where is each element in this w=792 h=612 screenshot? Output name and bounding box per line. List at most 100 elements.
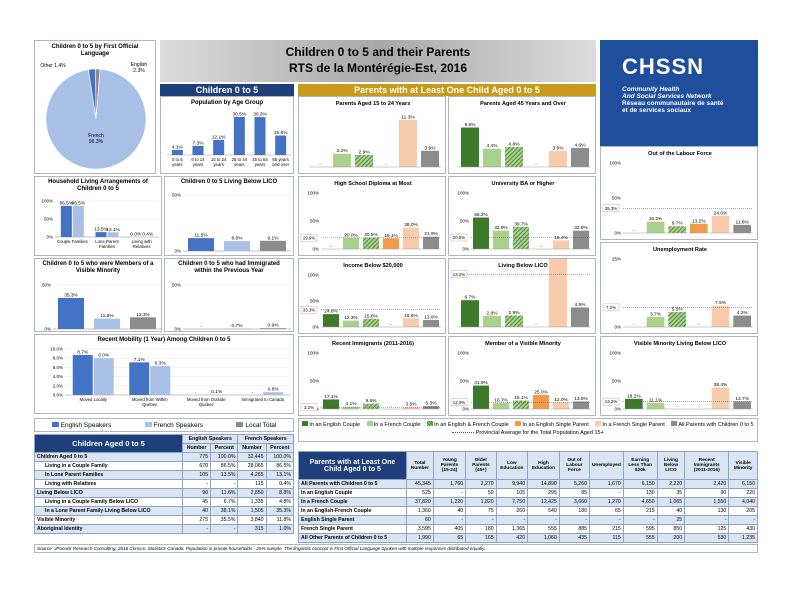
table-cell: 32,445 (237, 452, 267, 462)
children-table-group-1: French Speakers (237, 434, 294, 444)
parents-chart-10: Visible Minority Living Below LICO 0% 50% 1… (602, 341, 753, 412)
parents-data-label: 13.7% (735, 396, 749, 402)
parents-data-label: 2.8% (487, 310, 499, 316)
minority-data-label: 13.3% (136, 312, 150, 318)
parents-data-label: 11.6% (736, 219, 750, 225)
mobility-xtick: Immigrated to Canada (241, 397, 284, 402)
table-cell: 205 (728, 506, 758, 516)
parents-chart-6: Living Below LICO6.7%2.8%2.9%-23.6%4.9%1… (450, 227, 591, 328)
parents-data-label: - (535, 163, 537, 168)
lico-ytick: 0% (174, 249, 181, 254)
table-cell: 180 (558, 506, 590, 516)
mobility-ytick: 6.0% (53, 365, 63, 370)
living-xtick: Lone Parent (95, 239, 119, 244)
age-xtick: years (255, 162, 266, 167)
parents-bar (573, 230, 589, 249)
title-banner: Children 0 to 5 and their Parents RTS de… (160, 40, 596, 82)
table-cell: 1,670 (588, 479, 624, 489)
table-cell: 215 (622, 506, 658, 516)
living-xtick: Living with (132, 239, 153, 244)
table-cell: 100.0% (265, 452, 295, 462)
parents-chart-1: Parents Aged 45 Years and Over 9.5% 4.4% 4.… (459, 101, 591, 168)
parents-data-label: 16.6% (404, 313, 418, 319)
mobility-data-label: 7.1% (134, 357, 146, 363)
table-row: In Lone Parent Families 105 13.5% 4,265 13.1… (34, 470, 295, 480)
table-cell: 1,220 (432, 497, 467, 507)
table-cell: 60 (406, 515, 434, 525)
table-cell: - (432, 488, 467, 498)
age-xtick: 65 years (272, 157, 288, 162)
avg-badge (300, 403, 318, 411)
avg-badge (450, 270, 468, 278)
table-cell: 1,360 (406, 506, 434, 516)
parents-bar (505, 315, 523, 327)
table-row-label: English Single Parent (298, 515, 407, 525)
table-cell: 4,265 (237, 470, 267, 480)
parents-data-label: 12.0% (554, 397, 568, 403)
pie-slice-other (95, 68, 101, 120)
table-row: In a Lone Parent Family Living Below LIC… (34, 506, 295, 516)
parents-bar (399, 120, 417, 167)
table-row: Visible Minority 275 35.5% 3,840 11.8% (34, 515, 295, 525)
living-data-label: 13.1% (106, 227, 120, 233)
table-row-label: Visible Minority (34, 515, 183, 525)
table-cell: 595 (622, 524, 658, 534)
mobility-chart-title: Recent Mobility (1 Year) Among Children … (97, 337, 231, 343)
age-xtick: 45 to 64 (252, 157, 268, 162)
parents-bar (571, 147, 589, 167)
table-cell: 555 (527, 524, 560, 534)
parents-chart-0-panel: Parents Aged 15 to 24 Years - 3.2% 2.9% - 11.… (298, 96, 446, 174)
table-cell: 86.5% (265, 461, 295, 471)
parents-chart-title: Living Below LICO (498, 263, 548, 269)
mobility-data-label: 0.6% (268, 387, 280, 393)
parents-data-label: 4.9% (575, 302, 587, 308)
table-cell: 6,150 (728, 479, 758, 489)
minority-bar (130, 317, 156, 329)
parents-chart-4-panel: Out of the Labour Force 0% 50% 100% - 16.2% 9.… (600, 146, 758, 240)
table-cell: 1,235 (728, 533, 758, 543)
table-cell: 25 (656, 515, 686, 525)
table-cell: 86.5% (210, 461, 239, 471)
parents-data-label: 32.8% (574, 225, 588, 231)
mobility-xtick: Quebec (199, 402, 215, 407)
lico-chart-panel: Children 0 to 5 Living Below LICO 0% 50% 1… (164, 176, 294, 256)
age-data-label: 12.1% (212, 134, 226, 140)
parents-ytick: 50% (310, 379, 319, 384)
table-cell: 1,365 (495, 524, 529, 534)
parents-ytick: 0% (312, 325, 319, 330)
children-table-sub-3: Percent (265, 443, 295, 453)
table-row: Children Aged 0 to 5 775 100.0% 32,445 100.0… (34, 452, 295, 462)
table-cell: - (181, 524, 212, 534)
table-cell: 6.7% (210, 497, 239, 507)
parents-bar (573, 401, 589, 409)
parents-legend: In an English Couple In a French Couple In… (298, 418, 758, 442)
table-cell: 5,260 (558, 479, 590, 489)
table-cell: - (684, 515, 730, 525)
table-row-label: French Single Parent (298, 524, 407, 534)
parents-bar (571, 307, 589, 327)
table-cell: 35 (656, 488, 686, 498)
mobility-xtick: Moved from Within (132, 397, 168, 402)
parents-data-label: 38.0% (404, 222, 418, 228)
parents-data-label: 15.8% (364, 313, 378, 319)
table-cell: 105 (495, 488, 529, 498)
age-xtick: 0 to 5 (172, 157, 183, 162)
table-cell: 130 (622, 488, 658, 498)
pie-label-french: French (88, 133, 104, 139)
age-xtick: years (172, 162, 183, 167)
age-xtick: years (234, 162, 245, 167)
parents-chart-title: Parents Aged 15 to 24 Years (336, 101, 411, 107)
parents-legend-item: In an English & French Couple (427, 421, 509, 428)
immigrated-bar (260, 328, 286, 329)
table-cell: 1,550 (684, 497, 730, 507)
parents-data-label: 24.8% (324, 309, 338, 315)
avg-badge-label: 7.2% (606, 305, 616, 310)
children-table: Children Aged 0 to 5 English Speakers Fr… (34, 434, 295, 534)
table-row-label: All Other Parents of Children 0 to 5 (298, 533, 407, 543)
children-legend-label: English Speakers (60, 421, 112, 429)
parents-ytick: 50% (310, 219, 319, 224)
lico-ytick: 50% (172, 193, 181, 198)
mobility-bar (150, 366, 171, 395)
children-legend: English Speakers French Speakers Local Tot… (34, 418, 294, 432)
age-bar (254, 117, 266, 155)
